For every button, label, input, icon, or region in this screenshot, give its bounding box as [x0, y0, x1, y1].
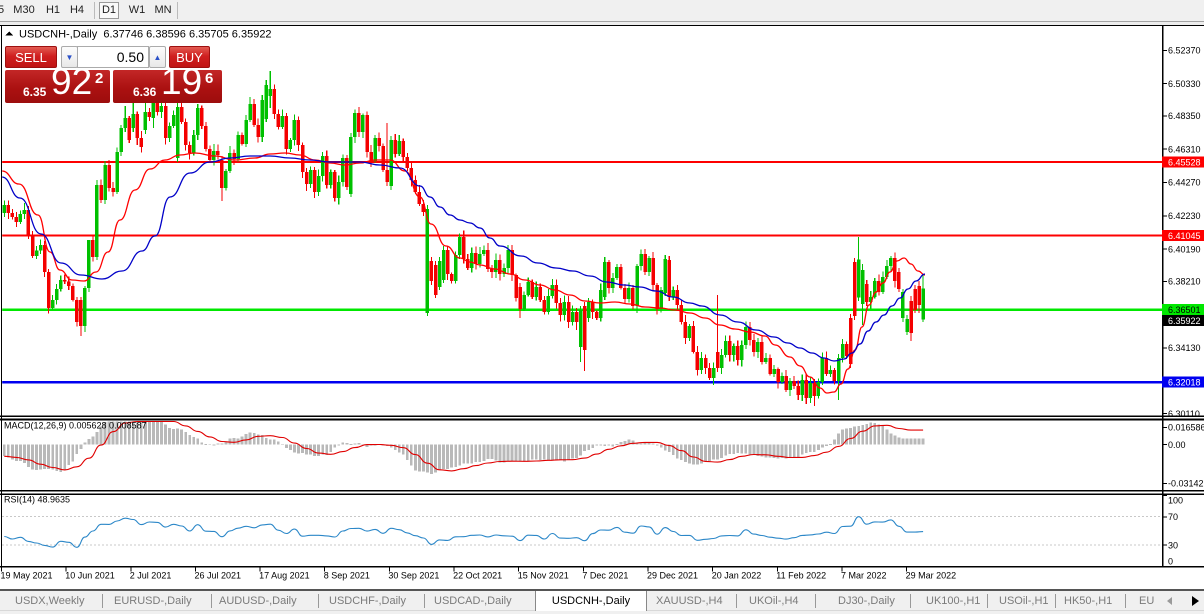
svg-text:0: 0	[1168, 557, 1173, 567]
svg-text:22 Oct 2021: 22 Oct 2021	[453, 571, 502, 581]
svg-text:6.45528: 6.45528	[1168, 158, 1201, 168]
svg-text:6.38210: 6.38210	[1168, 277, 1201, 287]
svg-text:11 Feb 2022: 11 Feb 2022	[776, 571, 826, 581]
svg-text:30: 30	[1168, 540, 1178, 550]
svg-text:USDCNH-,Daily 6.37746 6.38596: USDCNH-,Daily 6.37746 6.38596 6.35705 6.…	[19, 29, 272, 41]
svg-text:6.48350: 6.48350	[1168, 111, 1201, 121]
svg-text:10 Jun 2021: 10 Jun 2021	[65, 571, 115, 581]
svg-text:26 Jul 2021: 26 Jul 2021	[195, 571, 242, 581]
svg-text:0.016586: 0.016586	[1168, 423, 1204, 433]
svg-text:6.41045: 6.41045	[1168, 231, 1201, 241]
svg-text:6.30110: 6.30110	[1168, 409, 1200, 419]
svg-text:20 Jan 2022: 20 Jan 2022	[712, 571, 762, 581]
svg-text:6.46310: 6.46310	[1168, 144, 1201, 154]
svg-text:MACD(12,26,9) 0.005628 0.00858: MACD(12,26,9) 0.005628 0.008587	[4, 421, 147, 431]
svg-text:6.50330: 6.50330	[1168, 79, 1201, 89]
svg-text:100: 100	[1168, 496, 1183, 506]
svg-text:6.52370: 6.52370	[1168, 46, 1201, 56]
svg-text:RSI(14) 48.9635: RSI(14) 48.9635	[4, 495, 70, 505]
svg-text:-0.03142: -0.03142	[1168, 479, 1204, 489]
svg-text:6.32018: 6.32018	[1168, 378, 1201, 388]
svg-text:6.42230: 6.42230	[1168, 211, 1201, 221]
svg-text:70: 70	[1168, 512, 1178, 522]
svg-text:8 Sep 2021: 8 Sep 2021	[324, 571, 370, 581]
svg-text:29 Mar 2022: 29 Mar 2022	[906, 571, 957, 581]
svg-text:17 Aug 2021: 17 Aug 2021	[259, 571, 310, 581]
svg-text:2 Jul 2021: 2 Jul 2021	[130, 571, 172, 581]
svg-text:6.40190: 6.40190	[1168, 244, 1201, 254]
svg-text:15 Nov 2021: 15 Nov 2021	[518, 571, 569, 581]
svg-text:6.35922: 6.35922	[1168, 316, 1201, 326]
svg-text:7 Dec 2021: 7 Dec 2021	[582, 571, 628, 581]
svg-text:0.00: 0.00	[1168, 440, 1186, 450]
svg-text:6.34130: 6.34130	[1168, 343, 1201, 353]
svg-text:6.44270: 6.44270	[1168, 178, 1201, 188]
svg-text:7 Mar 2022: 7 Mar 2022	[841, 571, 887, 581]
svg-text:30 Sep 2021: 30 Sep 2021	[388, 571, 439, 581]
svg-text:6.36501: 6.36501	[1168, 305, 1201, 315]
svg-text:29 Dec 2021: 29 Dec 2021	[647, 571, 698, 581]
svg-text:19 May 2021: 19 May 2021	[1, 571, 53, 581]
